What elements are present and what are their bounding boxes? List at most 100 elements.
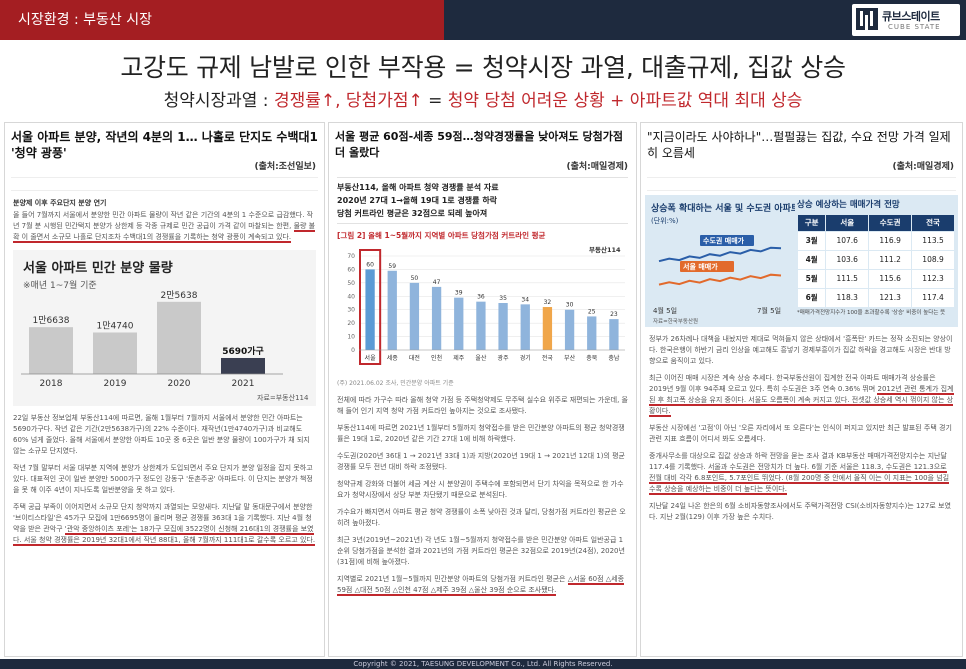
bar-부산 xyxy=(564,309,575,350)
p4-text: 중개사무소를 대상으로 집값 상승과 하락 전망을 묻는 조사 결과 KB부동산… xyxy=(649,452,947,471)
forecast-value-cell: 116.9 xyxy=(868,231,913,251)
logo-name-en: CUBE STATE xyxy=(888,23,941,31)
forecast-col-header: 전국 xyxy=(911,214,955,232)
y-tick-10: 10 xyxy=(347,334,355,341)
article-meta-bar xyxy=(647,177,956,191)
p7-text: 지역별로 2021년 1월~5월까지 민간분양 아파트의 당첨가점 커트라인 평… xyxy=(337,575,566,583)
y-tick-50: 50 xyxy=(347,280,355,287)
seoul-highlight-box xyxy=(359,249,382,365)
lead-heading: 분양제 이후 주요단지 분양 연기 xyxy=(13,199,107,207)
body-paragraph-1: 전체에 따라 가구수 따라 올해 청약 가점 등 주택청약제도 무주택 실수요 … xyxy=(337,396,628,415)
bar-label-충남: 23 xyxy=(610,311,618,318)
bar-label-2020: 2만5638 xyxy=(161,290,198,301)
bar-label-전국: 32 xyxy=(544,299,552,306)
x-tick-충남: 충남 xyxy=(608,354,620,362)
x-tick-인천: 인천 xyxy=(431,354,442,362)
summary-line-3: 당첨 커트라인 평균은 32점으로 되레 높아져 xyxy=(337,209,488,218)
supply-bar-chart: 서울 아파트 민간 분양 물량 ※매년 1~7월 기준 자료=부동산114 1만… xyxy=(21,260,309,402)
body-paragraph-5: 가수요가 빠지면서 아파트 평균 청약 경쟁률이 소폭 낮아진 것과 달리, 당… xyxy=(337,508,626,527)
bar-충남 xyxy=(609,319,619,350)
bar-2018 xyxy=(29,327,73,374)
body-paragraph-2: 최근 이어진 매매 시장은 계속 상승 추세다. 한국부동산원이 집계한 전국 … xyxy=(641,370,962,420)
section-label: 시장환경 : 부동산 시장 xyxy=(0,0,444,40)
logo-mark-icon xyxy=(856,8,878,30)
subline-equals: = xyxy=(422,91,448,111)
forecast-month-cell: 4월 xyxy=(796,250,827,270)
subline: 청약시장과열 : 경쟁률↑, 당첨가점↑ = 청약 당첨 어려운 상황 + 아파… xyxy=(0,86,966,111)
headline: 고강도 규제 남발로 인한 부작용 = 청약시장 과열, 대출규제, 집값 상승 xyxy=(120,53,846,82)
p4-underlined: 서울과 수도권은 전망치가 더 높다. 6월 기준 서울은 118.3, 수도권… xyxy=(649,463,950,495)
p7-underlined: △서울 60점 △세종 59점 △대전 50점 △인천 47점 △제주 39점 … xyxy=(337,575,625,596)
forecast-value-cell: 117.4 xyxy=(911,288,955,308)
supply-chart-panel: 서울 아파트 민간 분양 물량 ※매년 1~7월 기준 자료=부동산114 1만… xyxy=(13,250,316,406)
chart-subtitle: ※매년 1~7월 기준 xyxy=(23,279,97,291)
lead-paragraph: 올 들어 7월까지 서울에서 분양한 민간 아파트 물량이 작년 같은 기간의 … xyxy=(5,209,324,246)
bar-label-2019: 1만4740 xyxy=(97,321,134,332)
series-label-0: 수도권 매매가 xyxy=(703,236,745,245)
x-tick-서울: 서울 xyxy=(365,354,377,362)
forecast-month-cell: 3월 xyxy=(796,231,827,251)
x-tick-세종: 세종 xyxy=(387,354,399,362)
y-tick-30: 30 xyxy=(347,307,355,314)
body-paragraph-5: 지난달 24일 나온 한은의 6월 소비자동향조사에서도 주택가격전망 CSI(… xyxy=(649,502,951,521)
forecast-col-header: 수도권 xyxy=(868,214,913,232)
bar-대전 xyxy=(409,282,420,350)
price-line-chart: 상승폭 확대하는 서울 및 수도권 아파트 매매가 상승률 (단위:%) 4월 … xyxy=(651,202,795,325)
bar-울산 xyxy=(476,301,486,350)
bar-전국 xyxy=(542,307,553,350)
x-tick-2020: 2020 xyxy=(168,379,191,389)
forecast-value-cell: 112.3 xyxy=(911,269,955,289)
y-tick-20: 20 xyxy=(347,320,355,327)
forecast-note: *매매가격전망지수가 100을 초과할수록 '상승' 비중이 높다는 뜻 xyxy=(797,310,946,316)
article-title: "지금이라도 사야하나"…펄펄끓는 집값, 수요 전망 가격 일제히 오름세 xyxy=(647,130,951,160)
bar-세종 xyxy=(387,270,397,350)
body-paragraph-1: 정부가 26차례나 대책을 내놨지만 제대로 먹혀들지 않은 상태에서 '흥폭탄… xyxy=(649,335,953,365)
x-tick-광주: 광주 xyxy=(498,355,510,362)
body-paragraph-3: 부동산 시장에선 '고점'이 아닌 '오른 자리에서 또 오른다'는 인식이 퍼… xyxy=(649,424,952,443)
logo-name-ko: 큐브스테이트 xyxy=(882,10,940,23)
y-tick-0: 0 xyxy=(351,347,355,354)
bar-label-2021: 5690가구 xyxy=(222,345,264,357)
bar-label-충북: 25 xyxy=(588,308,596,315)
x-tick-2019: 2019 xyxy=(104,379,127,389)
forecast-month-cell: 5월 xyxy=(796,269,827,289)
subline-prefix: 청약시장과열 : xyxy=(163,91,274,111)
body-paragraph-2: 작년 7월 말부터 서울 대부분 지역에 분양가 상한제가 도입되면서 주요 단… xyxy=(13,464,313,494)
p2-text: 최근 이어진 매매 시장은 계속 상승 추세다. 한국부동산원이 집계한 전국 … xyxy=(649,374,936,393)
forecast-row: 3월 107.6 116.9 113.5 xyxy=(796,231,955,251)
series-label-1: 서울 매매가 xyxy=(683,262,718,271)
forecast-row: 4월 103.6 111.2 108.9 xyxy=(796,250,955,270)
body-paragraph-1: 22일 부동산 정보업체 부동산114에 따르면, 올해 1월부터 7월까지 서… xyxy=(13,414,310,455)
y-tick-60: 60 xyxy=(347,266,355,273)
forecast-col-header: 구분 xyxy=(796,214,827,232)
body-paragraph-6: 최근 3년(2019년~2021년) 각 년도 1월~5월까지 청약접수를 받은… xyxy=(337,536,625,566)
series-label-bg-0 xyxy=(700,235,754,246)
bar-2021 xyxy=(221,357,265,374)
bar-label-대전: 50 xyxy=(411,275,419,282)
forecast-col-header: 서울 xyxy=(825,214,870,232)
bar-label-광주: 35 xyxy=(499,295,507,302)
article-mk-prices: "지금이라도 사야하나"…펄펄끓는 집값, 수요 전망 가격 일제히 오름세 (… xyxy=(640,122,963,657)
lead-text: 올 들어 7월까지 서울에서 분양한 민간 아파트 물량이 작년 같은 기간의 … xyxy=(13,211,314,230)
body-paragraph-4: 중개사무소를 대상으로 집값 상승과 하락 전망을 묻는 조사 결과 KB부동산… xyxy=(641,448,962,498)
forecast-value-cell: 121.3 xyxy=(868,288,913,308)
bar-충북 xyxy=(587,316,597,350)
bar-광주 xyxy=(498,303,508,350)
article-title: 서울 평균 60점-세종 59점…청약경쟁률을 낮아져도 당첨가점 더 올랐다 xyxy=(335,130,623,159)
line-chart-title: 상승폭 확대하는 서울 및 수도권 아파트 매매가 상승률 xyxy=(651,202,795,214)
line-chart-unit: (단위:%) xyxy=(651,216,679,225)
price-infographic: 상승폭 확대하는 서울 및 수도권 아파트 매매가 상승률 (단위:%) 4월 … xyxy=(645,195,958,327)
article-mk-cutline: 서울 평균 60점-세종 59점…청약경쟁률을 낮아져도 당첨가점 더 올랐다 … xyxy=(328,122,637,657)
y-tick-40: 40 xyxy=(347,293,355,300)
article-chosun: 서울 아파트 분양, 작년의 4분의 1… 나홀로 단지도 수백대1 '청약 광… xyxy=(4,122,325,657)
article-meta-bar xyxy=(11,177,318,191)
line-chart-end: 7월 5일 xyxy=(757,306,781,315)
x-tick-대전: 대전 xyxy=(409,354,420,362)
x-tick-충북: 충북 xyxy=(586,354,598,362)
lead-underlined: 물량 불확 이 줄면서 소규모 나홀로 단지조차 수백대1의 경쟁률을 기록하는… xyxy=(13,222,316,243)
x-tick-2021: 2021 xyxy=(232,379,255,389)
chart-note: (주) 2021.06.02 조사, 민간분양 아파트 기준 xyxy=(337,380,454,387)
x-tick-전국: 전국 xyxy=(542,354,554,362)
body3-text: 주택 공급 부족이 이어지면서 소규모 단지 청약까지 과열되는 모양새다. 지… xyxy=(13,503,313,533)
